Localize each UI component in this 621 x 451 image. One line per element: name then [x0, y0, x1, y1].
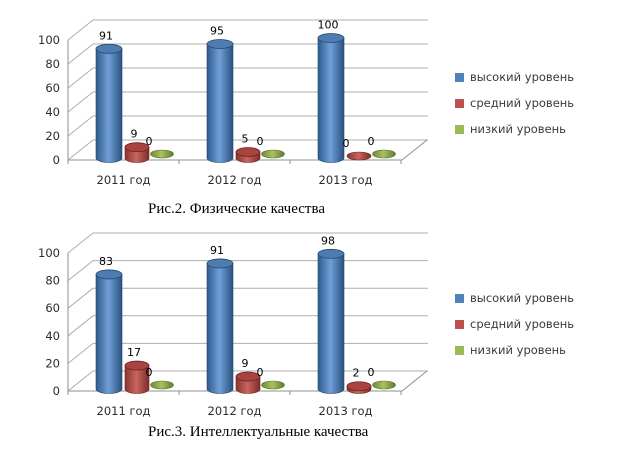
legend-swatch-icon [455, 98, 464, 108]
chart-legend-figure-2: высокий уровень средний уровень низкий уро… [455, 70, 574, 148]
svg-text:2012 год: 2012 год [208, 404, 262, 418]
bar-2012-год-series-2 [261, 380, 285, 390]
svg-text:0: 0 [53, 153, 60, 167]
svg-text:9: 9 [131, 128, 138, 141]
svg-text:40: 40 [45, 329, 60, 343]
svg-text:91: 91 [210, 244, 224, 257]
svg-text:0: 0 [257, 366, 264, 379]
bar-2013-год-series-0 [317, 37, 345, 163]
svg-text:20: 20 [45, 129, 60, 143]
legend-swatch-icon [455, 293, 464, 303]
svg-text:100: 100 [318, 19, 339, 32]
legend-label: низкий уровень [470, 122, 566, 136]
bar-2012-год-series-0 [206, 43, 234, 163]
bar-2011-год-series-1 [124, 365, 150, 394]
bar-2012-год-series-0 [206, 263, 234, 394]
svg-text:0: 0 [53, 384, 60, 398]
svg-text:2012 год: 2012 год [208, 173, 262, 187]
figure-3-caption: Рис.3. Интеллектуальные качества [148, 424, 369, 440]
bar-2013-год-series-2 [372, 380, 396, 390]
svg-text:0: 0 [146, 135, 153, 148]
svg-text:0: 0 [257, 135, 264, 148]
svg-text:2011 год: 2011 год [97, 404, 151, 418]
figure-2-caption: Рис.2. Физические качества [148, 201, 326, 217]
svg-text:2011 год: 2011 год [97, 173, 151, 187]
legend-swatch-icon [455, 72, 464, 82]
svg-text:2013 год: 2013 год [319, 404, 373, 418]
svg-text:0: 0 [368, 366, 375, 379]
svg-text:80: 80 [45, 274, 60, 288]
svg-text:5: 5 [242, 133, 249, 146]
legend-item: низкий уровень [455, 343, 574, 357]
legend-item: высокий уровень [455, 291, 574, 305]
svg-text:100: 100 [38, 33, 60, 47]
legend-label: высокий уровень [470, 291, 575, 305]
svg-text:80: 80 [45, 57, 60, 71]
svg-text:0: 0 [343, 137, 350, 150]
legend-item: низкий уровень [455, 122, 574, 136]
bar-2013-год-series-2 [372, 149, 396, 159]
svg-text:83: 83 [99, 255, 113, 268]
legend-label: средний уровень [470, 96, 575, 110]
chart-legend-figure-3: высокий уровень средний уровень низкий уро… [455, 291, 574, 369]
legend-swatch-icon [455, 319, 464, 329]
svg-text:9: 9 [242, 357, 249, 370]
legend-swatch-icon [455, 345, 464, 355]
svg-text:17: 17 [127, 346, 141, 359]
bar-2011-год-series-0 [95, 274, 123, 394]
svg-text:91: 91 [99, 29, 113, 42]
svg-text:0: 0 [368, 135, 375, 148]
bar-2011-год-series-0 [95, 48, 123, 163]
legend-item: средний уровень [455, 96, 574, 110]
svg-text:0: 0 [146, 366, 153, 379]
svg-text:60: 60 [45, 301, 60, 315]
svg-text:40: 40 [45, 105, 60, 119]
svg-text:60: 60 [45, 81, 60, 95]
bar-2011-год-series-2 [150, 149, 174, 159]
legend-item: средний уровень [455, 317, 574, 331]
svg-text:2013 год: 2013 год [319, 173, 373, 187]
legend-label: высокий уровень [470, 70, 575, 84]
bar-2012-год-series-2 [261, 149, 285, 159]
svg-text:2: 2 [353, 367, 360, 380]
legend-label: средний уровень [470, 317, 575, 331]
legend-swatch-icon [455, 124, 464, 134]
bar-2011-год-series-2 [150, 380, 174, 390]
bar-2013-год-series-1 [346, 151, 372, 161]
svg-text:100: 100 [38, 246, 60, 260]
svg-text:20: 20 [45, 356, 60, 370]
legend-item: высокий уровень [455, 70, 574, 84]
svg-text:95: 95 [210, 25, 224, 38]
bar-2013-год-series-0 [317, 253, 345, 394]
legend-label: низкий уровень [470, 343, 566, 357]
svg-text:98: 98 [321, 234, 335, 247]
